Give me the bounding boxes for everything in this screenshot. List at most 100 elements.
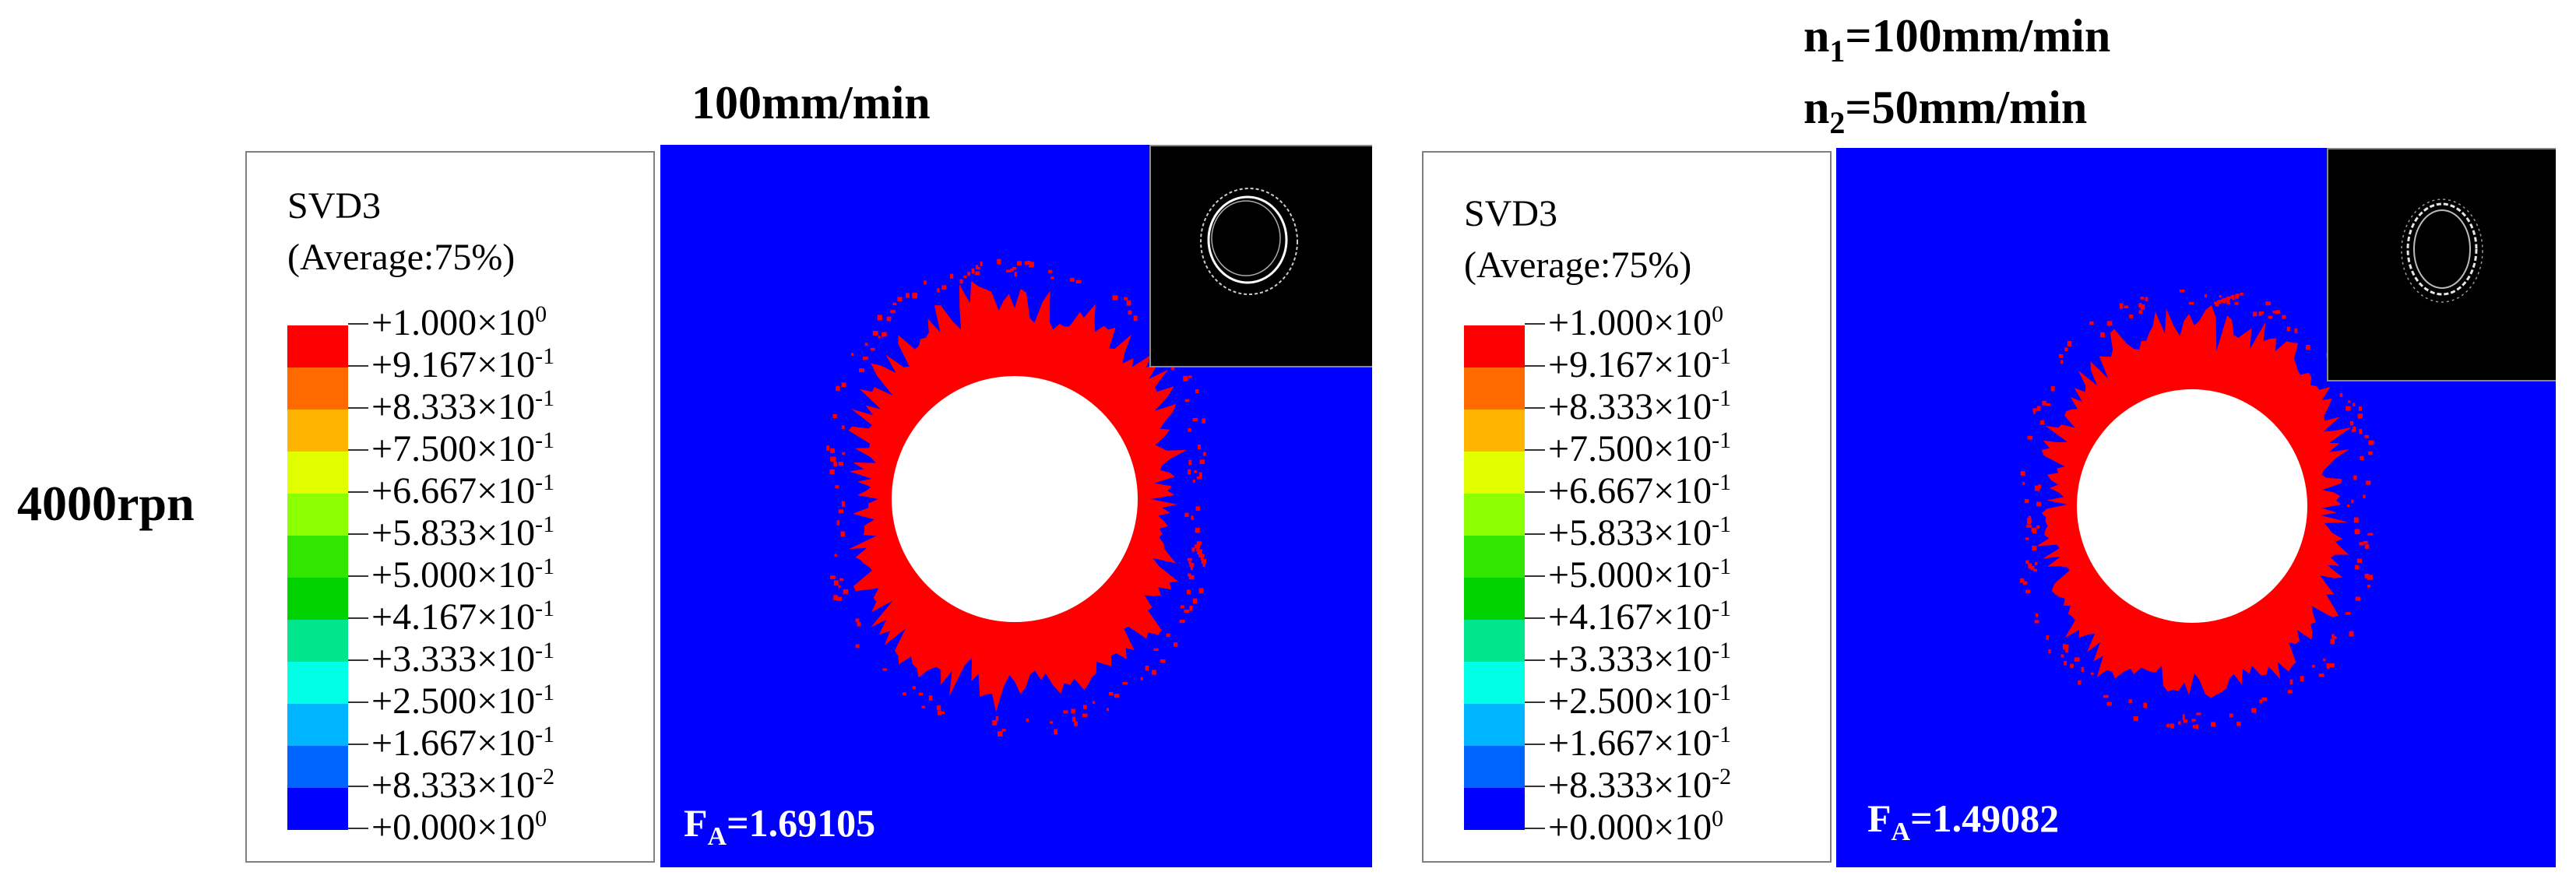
damage-speckle bbox=[2251, 708, 2257, 713]
legend-swatch bbox=[1464, 367, 1525, 410]
damage-speckle bbox=[2359, 428, 2363, 434]
damage-speckle bbox=[1196, 541, 1202, 546]
legend-title: SVD3 bbox=[1464, 193, 1558, 234]
damage-speckle bbox=[2042, 400, 2047, 406]
damage-speckle bbox=[2027, 519, 2031, 525]
damage-speckle bbox=[2351, 429, 2356, 432]
damage-speckle bbox=[878, 336, 881, 339]
damage-speckle bbox=[1183, 375, 1188, 381]
legend-swatch bbox=[1464, 578, 1525, 620]
damage-speckle bbox=[2046, 635, 2049, 640]
damage-speckle bbox=[1195, 527, 1200, 533]
drilled-hole bbox=[2077, 389, 2307, 623]
damage-speckle bbox=[1184, 512, 1189, 518]
damage-speckle bbox=[2089, 321, 2094, 325]
legend-value: +9.167×10-1 bbox=[371, 343, 555, 385]
damage-speckle bbox=[903, 692, 906, 696]
damage-speckle bbox=[997, 258, 1001, 265]
damage-speckle bbox=[2318, 673, 2324, 677]
damage-speckle bbox=[2050, 386, 2055, 392]
legend-tick bbox=[1525, 701, 1545, 703]
damage-speckle bbox=[2145, 297, 2148, 301]
damage-speckle bbox=[1195, 389, 1199, 394]
damage-speckle bbox=[841, 425, 845, 430]
damage-speckle bbox=[2360, 455, 2364, 461]
damage-speckle bbox=[2179, 289, 2185, 293]
legend-box-1: SVD3 (Average:75%) +1.000×100 +9.167×10-1… bbox=[245, 151, 655, 863]
legend-tick bbox=[348, 533, 368, 535]
damage-contour-plot-2: FA=1.49082 bbox=[1836, 148, 2556, 867]
damage-speckle bbox=[1184, 610, 1190, 613]
legend-swatch bbox=[1464, 410, 1525, 452]
legend-tick bbox=[1525, 533, 1545, 535]
damage-speckle bbox=[2074, 657, 2080, 662]
damage-speckle bbox=[1196, 476, 1202, 480]
damage-speckle bbox=[864, 343, 868, 346]
damage-speckle bbox=[1195, 506, 1201, 512]
damage-speckle bbox=[841, 501, 845, 507]
damage-speckle bbox=[2065, 648, 2069, 653]
damage-speckle bbox=[2036, 525, 2040, 529]
legend-value: +8.333×10-2 bbox=[1548, 764, 1732, 806]
damage-speckle bbox=[2349, 420, 2354, 426]
legend-value: +3.333×10-1 bbox=[1548, 638, 1732, 680]
damage-speckle bbox=[1152, 670, 1156, 675]
damage-speckle bbox=[2265, 301, 2272, 306]
damage-speckle bbox=[2192, 725, 2195, 729]
legend-value: +2.500×10-1 bbox=[371, 680, 555, 722]
damage-speckle bbox=[950, 273, 954, 279]
damage-speckle bbox=[2035, 613, 2039, 617]
legend-subtitle: (Average:75%) bbox=[287, 237, 516, 278]
damage-speckle bbox=[941, 285, 947, 290]
damage-speckle bbox=[838, 585, 841, 588]
legend-swatch bbox=[287, 536, 348, 578]
column-title-1: 100mm/min bbox=[692, 77, 931, 128]
damage-speckle bbox=[2036, 406, 2041, 411]
damage-speckle bbox=[2330, 638, 2335, 645]
damage-speckle bbox=[2028, 563, 2032, 569]
legend-tick bbox=[1525, 744, 1545, 745]
damage-speckle bbox=[2045, 403, 2050, 406]
damage-speckle bbox=[2294, 328, 2298, 333]
legend-tick bbox=[1525, 407, 1545, 409]
damage-speckle bbox=[971, 268, 975, 274]
damage-speckle bbox=[2211, 722, 2216, 727]
damage-speckle bbox=[963, 275, 967, 279]
damage-speckle bbox=[2364, 544, 2370, 549]
damage-speckle bbox=[1106, 708, 1109, 712]
legend-tick bbox=[348, 744, 368, 745]
damage-speckle bbox=[2359, 542, 2364, 546]
damage-speckle bbox=[2025, 499, 2029, 504]
damage-speckle bbox=[1198, 472, 1202, 477]
legend-title: SVD3 bbox=[287, 185, 382, 227]
damage-speckle bbox=[830, 448, 835, 454]
damage-speckle bbox=[2349, 631, 2354, 637]
damage-speckle bbox=[842, 452, 846, 455]
damage-speckle bbox=[1026, 261, 1031, 265]
legend-value: +8.333×10-1 bbox=[371, 385, 555, 427]
damage-speckle bbox=[1071, 708, 1075, 714]
damage-speckle bbox=[2232, 294, 2235, 301]
legend-value: +2.500×10-1 bbox=[1548, 680, 1732, 722]
damage-speckle bbox=[2129, 315, 2134, 318]
damage-speckle bbox=[835, 485, 839, 489]
damage-speckle bbox=[1014, 272, 1018, 277]
legend-subtitle: (Average:75%) bbox=[1464, 244, 1692, 286]
damage-speckle bbox=[832, 413, 837, 418]
legend-box-2: SVD3 (Average:75%) +1.000×100 +9.167×10-1… bbox=[1422, 151, 1832, 863]
damage-speckle bbox=[921, 705, 926, 708]
damage-speckle bbox=[870, 347, 875, 351]
legend-tick bbox=[1525, 659, 1545, 661]
legend-swatch bbox=[287, 367, 348, 410]
damage-speckle bbox=[1128, 310, 1132, 315]
damage-zone-graphic bbox=[826, 258, 1207, 737]
damage-speckle bbox=[1198, 445, 1201, 450]
damage-speckle bbox=[851, 353, 854, 356]
damage-speckle bbox=[2355, 596, 2360, 601]
damage-speckle bbox=[841, 382, 846, 388]
damage-speckle bbox=[2138, 303, 2142, 308]
damage-speckle bbox=[1190, 566, 1193, 571]
damage-speckle bbox=[1174, 642, 1178, 647]
damage-speckle bbox=[838, 462, 843, 466]
damage-speckle bbox=[830, 575, 836, 579]
